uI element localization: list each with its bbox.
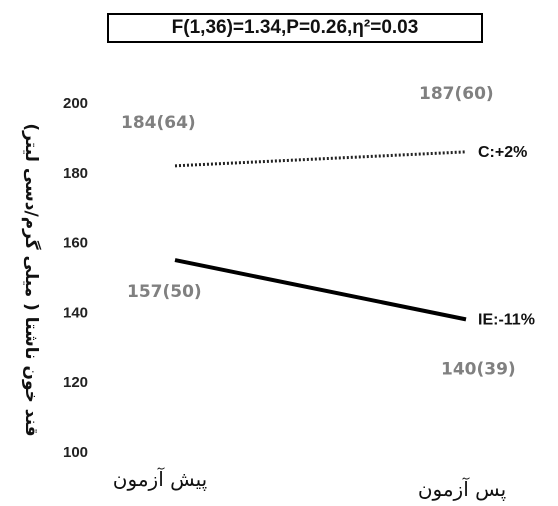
series-line-c: [174, 150, 467, 168]
chart-title: F(1,36)=1.34,P=0.26,η²=0.03: [107, 13, 483, 43]
series-end-label-c: C:+2%: [478, 144, 527, 161]
y-tick-label: 100: [63, 444, 88, 461]
series-end-label-ie: IE:-11%: [478, 311, 535, 328]
y-tick-label: 180: [63, 165, 88, 182]
data-label: 184(64): [121, 113, 196, 133]
y-tick-label: 120: [63, 374, 88, 391]
x-category-label: پس آزمون: [418, 476, 506, 502]
y-tick-label: 200: [63, 95, 88, 112]
data-label: 140(39): [441, 359, 516, 379]
y-tick-label: 140: [63, 304, 88, 321]
y-axis-label: قند خون ناشتا ( میلی گرم/دسی لیتر): [21, 123, 42, 436]
data-label: 187(60): [419, 84, 494, 104]
series-group: 184(64) 187(60) C:+2% 157(50) 140(39) IE:-11%: [121, 84, 535, 380]
y-ticks: 200 180 160 140 120 100: [63, 95, 88, 461]
x-category-label: پیش آزمون: [113, 466, 207, 492]
x-categories: پیش آزمون پس آزمون: [113, 466, 506, 502]
series-line-ie: [174, 258, 467, 322]
y-tick-label: 160: [63, 235, 88, 252]
data-label: 157(50): [127, 282, 202, 302]
